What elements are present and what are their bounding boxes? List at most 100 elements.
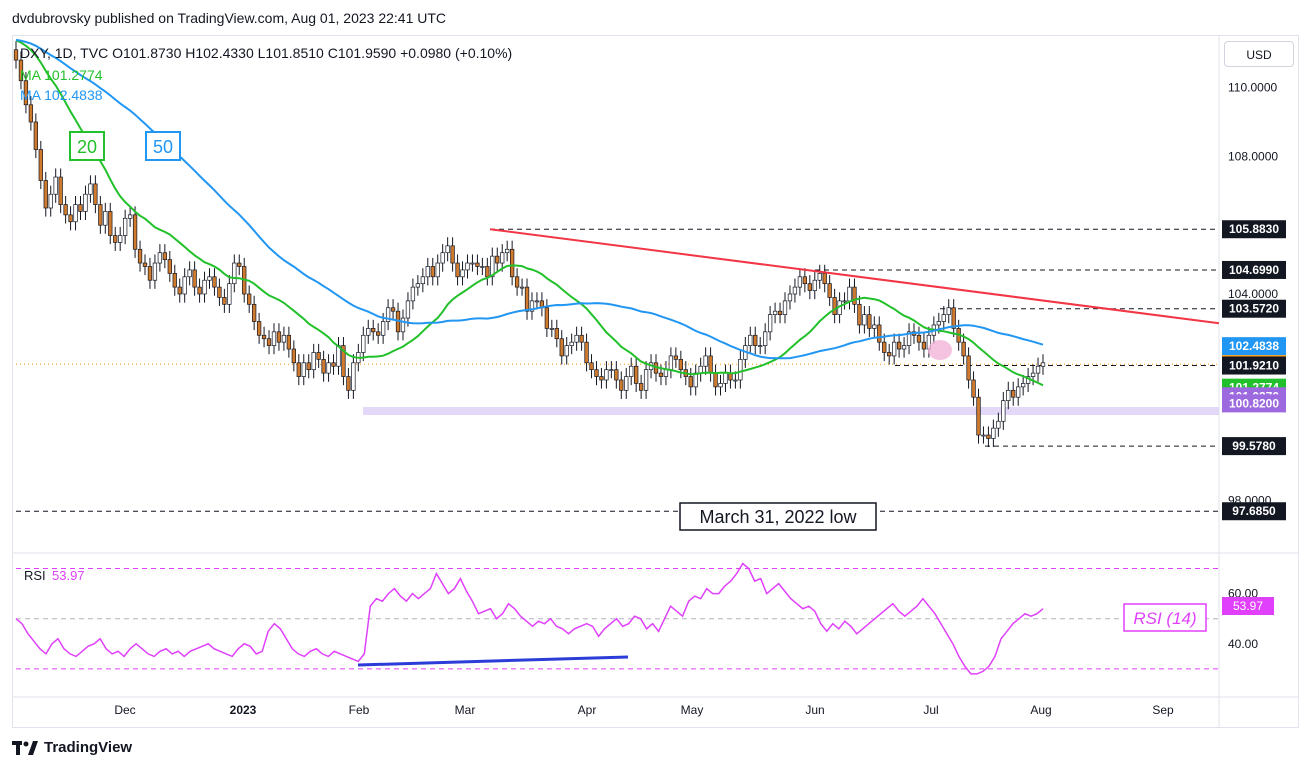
candle-body xyxy=(797,276,803,288)
candle-body xyxy=(227,283,232,305)
candle-body xyxy=(713,372,718,388)
candle-body xyxy=(718,383,723,388)
candle-body xyxy=(371,328,376,333)
candle-body xyxy=(584,341,589,364)
price-label-text: 101.9210 xyxy=(1229,359,1279,373)
x-tick-label: Dec xyxy=(114,703,135,717)
price-label-badge xyxy=(1222,337,1286,356)
ma50-legend: MA 102.4838 xyxy=(20,87,103,103)
candle-body xyxy=(1011,389,1016,398)
candle-body xyxy=(385,307,391,322)
candle-body xyxy=(748,334,753,346)
candle-body xyxy=(455,262,460,278)
candle-body xyxy=(827,283,832,298)
candle-body xyxy=(480,266,485,268)
candle-body xyxy=(991,427,996,439)
candle-body xyxy=(966,355,971,381)
candle-body xyxy=(177,286,182,295)
candle-body xyxy=(485,266,490,278)
candle-body xyxy=(564,345,569,357)
tradingview-logo[interactable]: TradingView xyxy=(12,739,132,756)
candle-body xyxy=(921,341,927,350)
price-label-badge xyxy=(1222,502,1286,521)
candle-body xyxy=(673,355,679,360)
candle-body xyxy=(390,307,396,312)
candle-body xyxy=(83,193,88,212)
candle-body xyxy=(118,235,123,243)
chart-frame xyxy=(12,35,1299,728)
x-tick-label: May xyxy=(681,703,704,717)
rsi-y-tick-label: 40.00 xyxy=(1228,637,1258,651)
tradingview-logo-icon xyxy=(12,740,38,755)
candle-body xyxy=(663,369,669,377)
candle-body xyxy=(157,252,163,264)
candles xyxy=(13,41,1046,448)
candle-body xyxy=(832,297,837,315)
symbol-legend: DXY, 1D, TVC O101.8730 H102.4330 L101.85… xyxy=(20,45,512,61)
candle-body xyxy=(882,341,887,353)
candle-body xyxy=(415,283,421,288)
price-label-badge xyxy=(1222,260,1286,279)
candle-body xyxy=(306,362,311,371)
candle-body xyxy=(857,303,862,326)
candle-body xyxy=(599,376,604,381)
price-label-text: 105.8830 xyxy=(1229,222,1279,236)
x-tick-label: Aug xyxy=(1030,703,1051,717)
candle-body xyxy=(554,328,559,340)
x-tick-label: Sep xyxy=(1152,703,1174,717)
candle-body xyxy=(634,365,639,384)
candle-body xyxy=(529,300,535,312)
candle-body xyxy=(410,286,416,302)
candle-body xyxy=(470,262,475,265)
candle-body xyxy=(892,341,897,357)
ma20-box-label: 20 xyxy=(77,137,97,157)
publisher-line: dvdubrovsky published on TradingView.com… xyxy=(12,10,447,26)
candle-body xyxy=(961,341,966,357)
candle-body xyxy=(996,420,1001,429)
candle-body xyxy=(28,104,34,123)
candle-body xyxy=(351,362,356,391)
candle-body xyxy=(559,338,564,357)
candle-body xyxy=(693,372,698,388)
candle-body xyxy=(609,369,614,372)
candle-body xyxy=(98,204,103,226)
currency-button[interactable]: USD xyxy=(1224,41,1294,67)
candle-body xyxy=(1030,372,1036,377)
price-label-badge xyxy=(1222,299,1286,318)
candle-body xyxy=(440,252,445,264)
rsi-box-label: RSI (14) xyxy=(1133,609,1196,628)
candle-body xyxy=(172,273,177,288)
candle-body xyxy=(782,300,788,315)
candle-body xyxy=(877,324,882,343)
candle-body xyxy=(18,59,24,82)
candle-body xyxy=(450,245,455,264)
candle-body xyxy=(48,193,53,209)
candle-body xyxy=(212,276,217,288)
candle-body xyxy=(23,80,29,106)
candle-body xyxy=(147,266,153,281)
candle-body xyxy=(916,334,922,343)
candle-body xyxy=(703,355,708,367)
candle-body xyxy=(475,262,480,267)
march-low-box xyxy=(679,502,877,531)
price-label-text: 103.5720 xyxy=(1229,302,1279,316)
candle-body xyxy=(896,341,902,350)
candle-body xyxy=(78,204,83,212)
candle-body xyxy=(58,176,63,205)
candle-body xyxy=(301,362,306,377)
candle-body xyxy=(281,334,287,343)
x-tick-label: Jun xyxy=(805,703,824,717)
candle-body xyxy=(361,334,366,353)
rsi-line xyxy=(15,562,1044,675)
candle-body xyxy=(569,341,574,346)
candle-body xyxy=(217,286,222,298)
candle-body xyxy=(1006,389,1011,401)
candle-body xyxy=(495,255,500,264)
price-label-badge xyxy=(1222,356,1286,375)
candle-body xyxy=(137,248,143,264)
candle-body xyxy=(643,369,649,391)
candle-body xyxy=(867,314,872,329)
candle-body xyxy=(763,331,768,346)
candle-body xyxy=(1001,400,1006,422)
